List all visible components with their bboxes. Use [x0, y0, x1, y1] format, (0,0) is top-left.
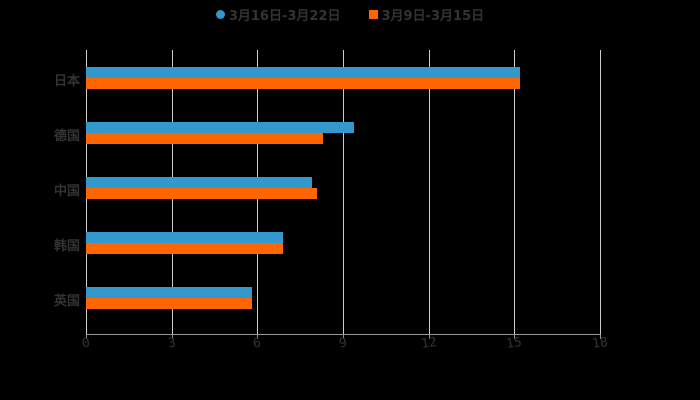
- y-category-label: 中国: [53, 184, 80, 199]
- bar-series-1[interactable]: [86, 177, 312, 188]
- x-tick-label: 9: [338, 335, 348, 352]
- gridline: [514, 50, 516, 334]
- chart-legend: 3月16日-3月22日 3月9日-3月15日: [0, 4, 700, 24]
- bar-series-2[interactable]: [86, 243, 284, 254]
- series-1-marker-icon: [215, 9, 225, 19]
- x-tick-label: 3: [166, 335, 177, 352]
- legend-label: 3月16日-3月22日: [228, 8, 341, 24]
- series-2-marker-icon: [368, 9, 378, 19]
- bar-series-2[interactable]: [86, 298, 252, 309]
- bar-series-1[interactable]: [86, 287, 252, 298]
- bar-series-2[interactable]: [86, 133, 323, 144]
- x-tick-label: 15: [505, 334, 524, 353]
- x-tick: [600, 334, 601, 339]
- bar-series-1[interactable]: [86, 67, 521, 78]
- x-tick-label: 18: [591, 334, 609, 353]
- legend-item-series-1[interactable]: 3月16日-3月22日: [215, 4, 341, 24]
- x-tick: [428, 334, 430, 339]
- bar-series-2[interactable]: [86, 78, 521, 89]
- bar-series-1[interactable]: [86, 122, 355, 133]
- y-category-label: 日本: [53, 74, 80, 89]
- y-category-label: 德国: [53, 129, 80, 144]
- x-tick-label: 0: [81, 335, 91, 352]
- bar-series-1[interactable]: [86, 232, 284, 243]
- x-tick: [514, 334, 516, 339]
- x-tick: [86, 334, 87, 339]
- x-tick: [343, 334, 344, 339]
- x-tick: [257, 334, 259, 339]
- gridline: [600, 50, 601, 334]
- bar-series-2[interactable]: [86, 188, 318, 199]
- y-category-label: 韩国: [53, 239, 80, 254]
- legend-item-series-2[interactable]: 3月9日-3月15日: [368, 4, 485, 24]
- x-tick-label: 12: [419, 334, 438, 353]
- legend-label: 3月9日-3月15日: [381, 8, 485, 24]
- y-category-label: 英国: [53, 294, 80, 309]
- x-axis: [86, 334, 600, 335]
- gridline: [343, 50, 344, 334]
- gridline: [428, 50, 430, 334]
- x-tick-label: 6: [252, 335, 263, 352]
- x-tick: [171, 334, 173, 339]
